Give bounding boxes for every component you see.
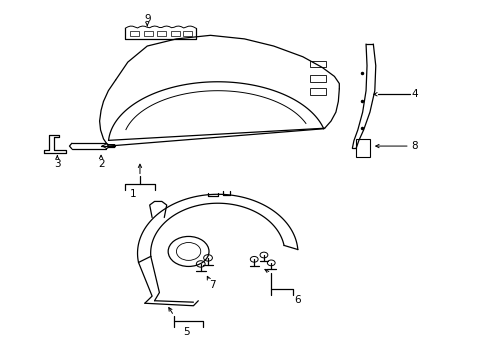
Text: 7: 7 <box>209 280 216 291</box>
Bar <box>130 31 139 36</box>
Text: 2: 2 <box>98 159 104 169</box>
Text: 3: 3 <box>54 159 61 169</box>
Bar <box>309 88 325 95</box>
Bar <box>309 75 325 82</box>
Bar <box>356 139 369 157</box>
Bar <box>157 31 166 36</box>
Bar <box>183 31 191 36</box>
Text: 1: 1 <box>129 189 136 199</box>
Bar <box>143 31 152 36</box>
Text: 8: 8 <box>410 141 417 151</box>
Bar <box>309 61 325 67</box>
Text: 9: 9 <box>143 14 150 24</box>
Text: 6: 6 <box>294 295 301 305</box>
Text: 5: 5 <box>183 327 189 337</box>
Text: 4: 4 <box>410 89 417 99</box>
Bar <box>171 31 180 36</box>
